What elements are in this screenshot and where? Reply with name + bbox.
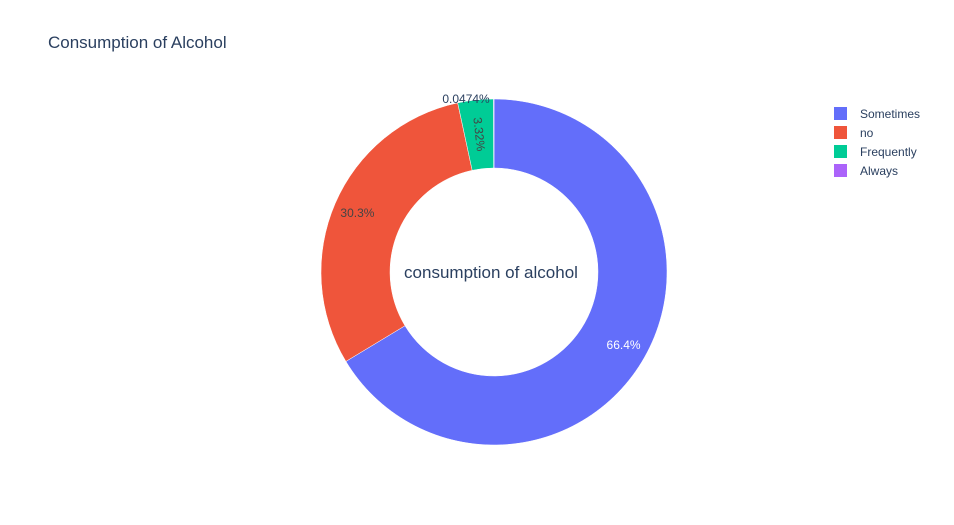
slice-label-no: 30.3% xyxy=(340,206,374,220)
slice-always[interactable] xyxy=(493,98,495,169)
legend-swatch xyxy=(834,145,847,158)
legend-item-frequently[interactable]: Frequently xyxy=(834,142,920,161)
legend-swatch xyxy=(834,164,847,177)
legend-label: no xyxy=(860,125,874,140)
legend-swatch xyxy=(834,107,847,120)
chart-title: Consumption of Alcohol xyxy=(48,33,227,52)
legend-label: Sometimes xyxy=(860,106,921,121)
legend-item-sometimes[interactable]: Sometimes xyxy=(834,104,920,123)
legend-swatch xyxy=(834,126,847,139)
center-label: consumption of alcohol xyxy=(404,263,578,282)
slice-sometimes[interactable] xyxy=(345,98,668,446)
legend-label: Always xyxy=(860,163,899,178)
legend-item-always[interactable]: Always xyxy=(834,161,920,180)
slice-label-always: 0.0474% xyxy=(442,92,490,106)
slice-label-sometimes: 66.4% xyxy=(607,338,641,352)
slice-label-frequently: 3.32% xyxy=(470,117,488,153)
legend: Sometimes no Frequently Always xyxy=(834,104,920,180)
slice-no[interactable] xyxy=(320,102,473,362)
legend-label: Frequently xyxy=(860,144,917,159)
legend-item-no[interactable]: no xyxy=(834,123,920,142)
